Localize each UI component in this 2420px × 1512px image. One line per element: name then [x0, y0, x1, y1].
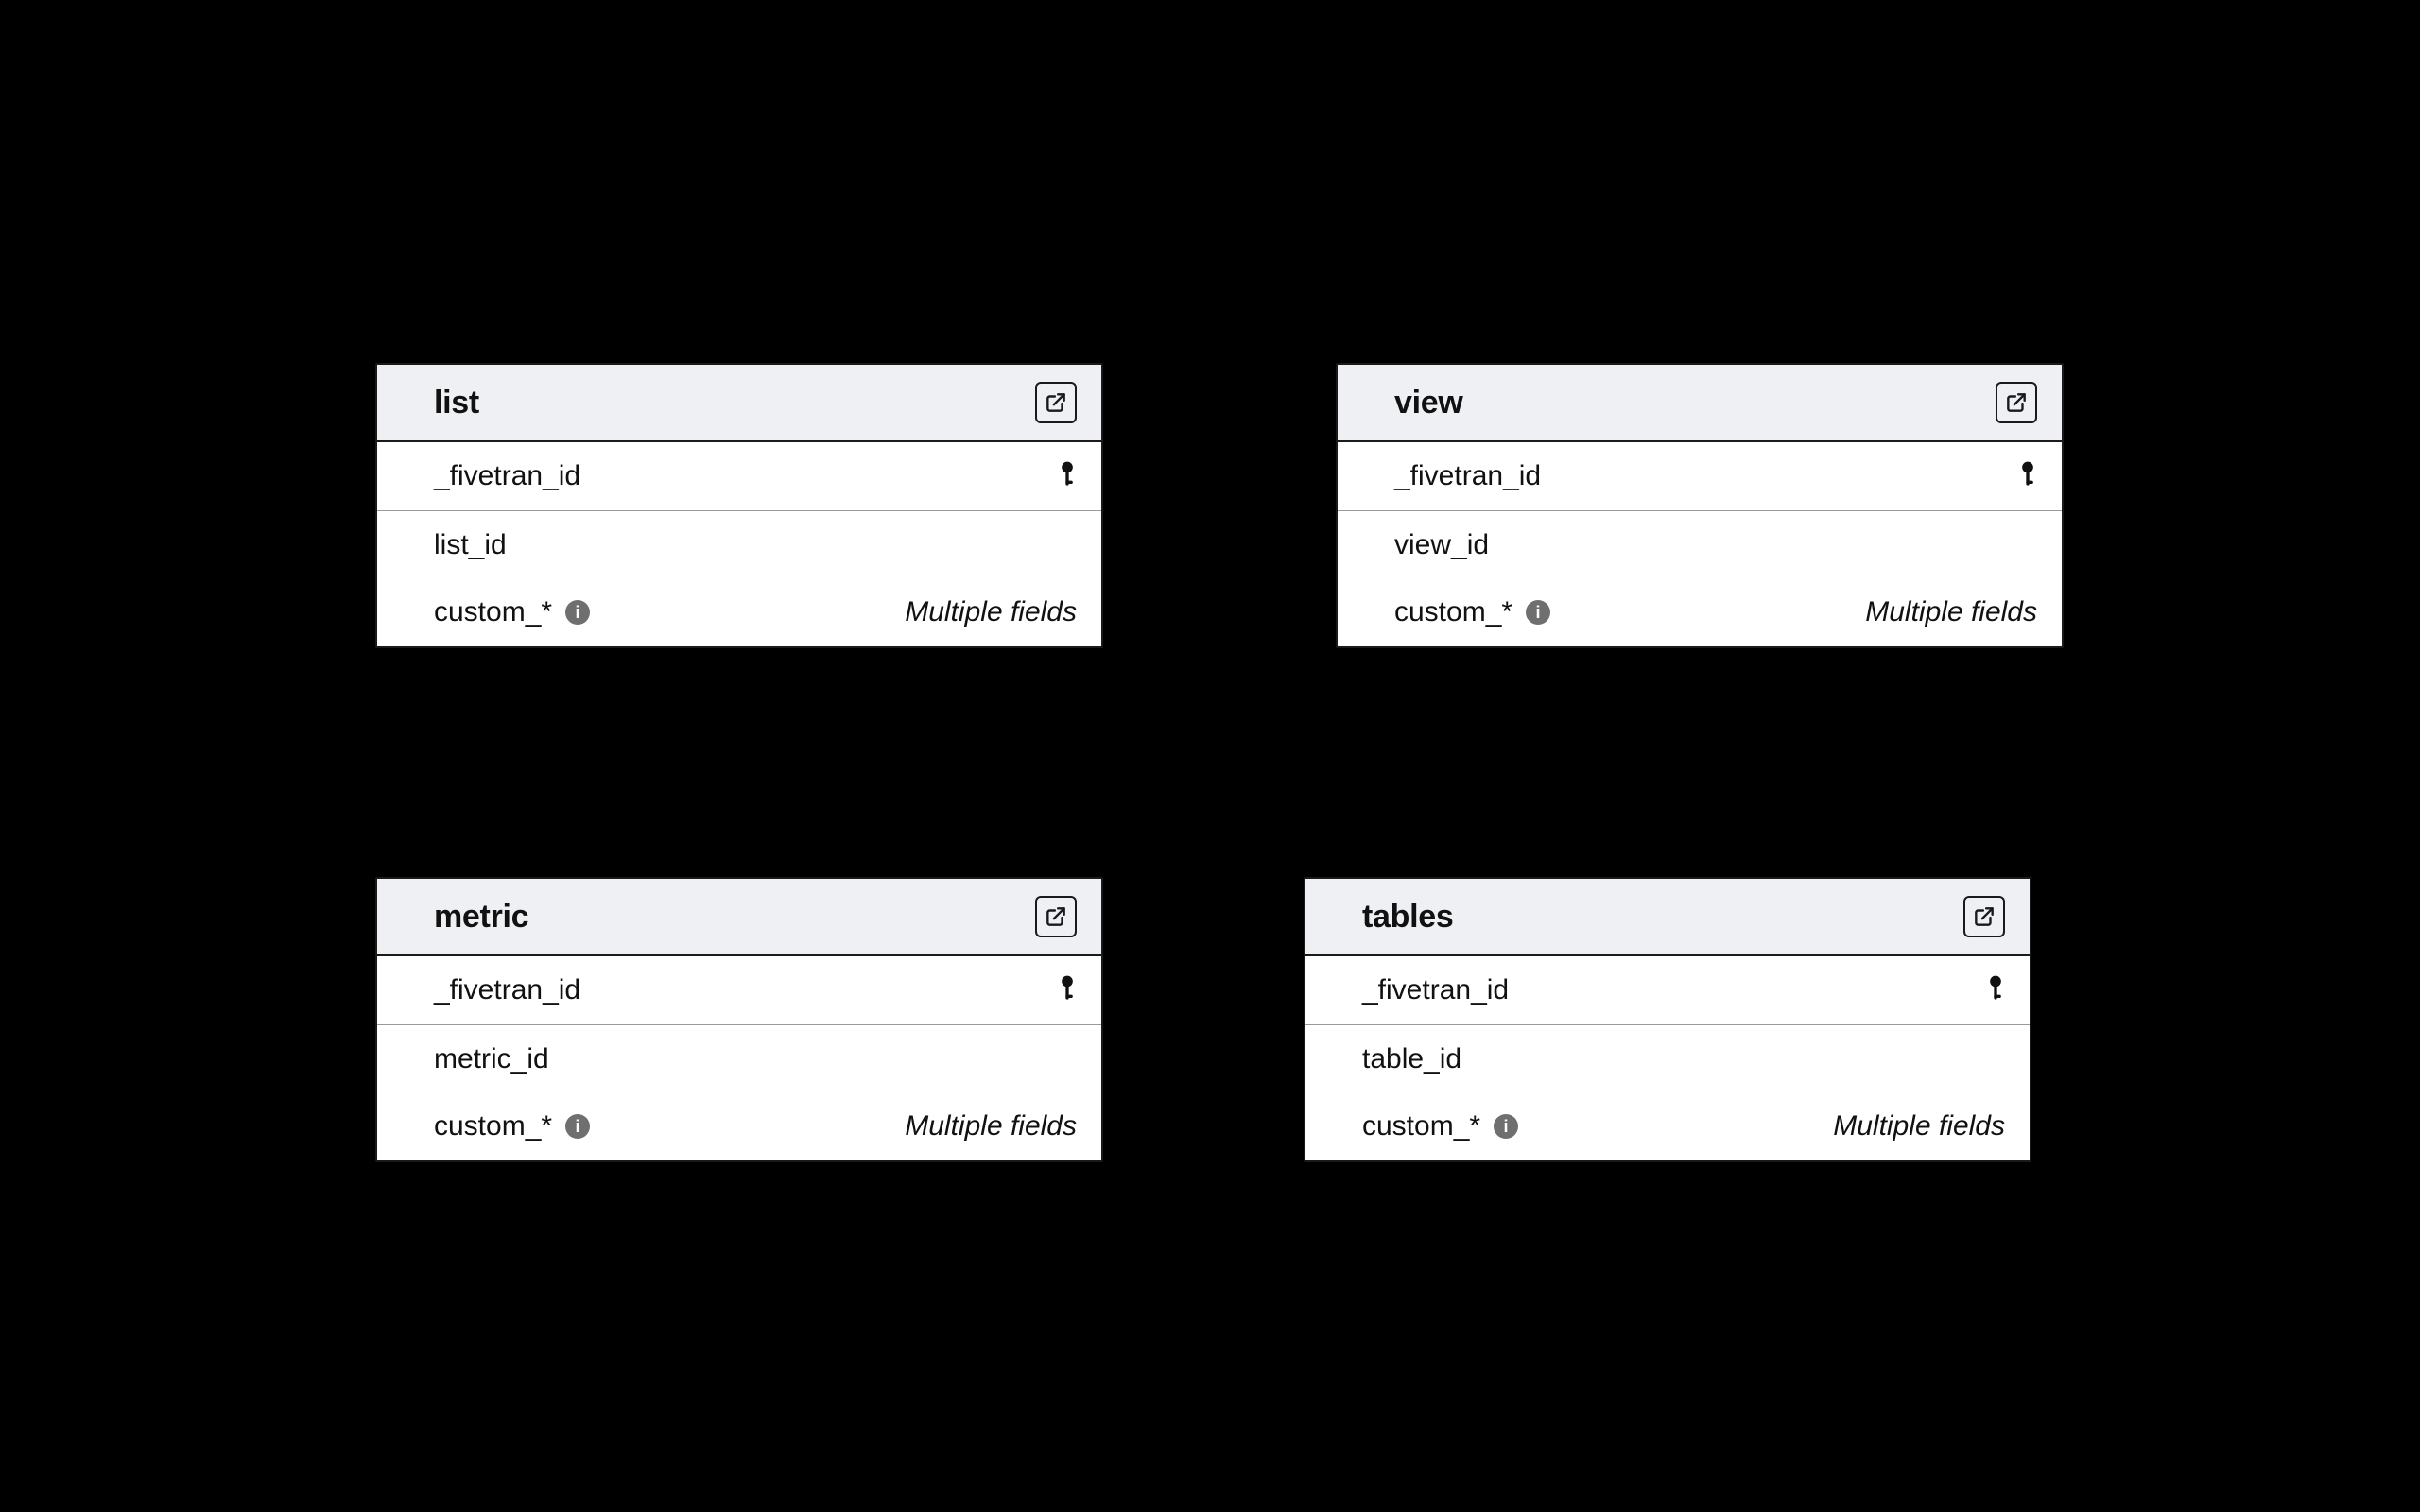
card-title: list — [434, 385, 479, 421]
multiple-fields-label: Multiple fields — [905, 596, 1077, 628]
field-name: custom_* — [1394, 596, 1512, 628]
field-row: custom_* i Multiple fields — [377, 578, 1101, 646]
field-name: _fivetran_id — [434, 460, 580, 492]
field-name: custom_* — [434, 1110, 552, 1143]
info-icon[interactable]: i — [565, 1114, 590, 1139]
field-name: _fivetran_id — [434, 974, 580, 1006]
field-row: custom_* i Multiple fields — [1305, 1092, 2030, 1160]
table-card-tables: tables _fivetran_id table_id custom_* i … — [1304, 877, 2031, 1162]
primary-key-icon — [1058, 459, 1077, 494]
field-row: custom_* i Multiple fields — [377, 1092, 1101, 1160]
card-header: list — [377, 365, 1101, 442]
field-name: custom_* — [1362, 1110, 1480, 1143]
info-icon[interactable]: i — [1526, 600, 1550, 625]
open-external-icon[interactable] — [1035, 382, 1077, 423]
field-row: metric_id — [377, 1024, 1101, 1092]
field-name: _fivetran_id — [1362, 974, 1509, 1006]
schema-canvas: list _fivetran_id list_id custom_* i Mul… — [0, 0, 2420, 1512]
field-row: list_id — [377, 510, 1101, 578]
info-icon[interactable]: i — [565, 600, 590, 625]
card-header: metric — [377, 879, 1101, 956]
field-row: table_id — [1305, 1024, 2030, 1092]
open-external-icon[interactable] — [1963, 896, 2005, 937]
field-name: metric_id — [434, 1043, 549, 1075]
field-name: list_id — [434, 529, 507, 561]
table-card-list: list _fivetran_id list_id custom_* i Mul… — [375, 363, 1103, 648]
primary-key-icon — [2018, 459, 2037, 494]
multiple-fields-label: Multiple fields — [1833, 1110, 2005, 1143]
card-header: tables — [1305, 879, 2030, 956]
card-title: tables — [1362, 899, 1453, 936]
primary-key-icon — [1986, 973, 2005, 1008]
primary-key-icon — [1058, 973, 1077, 1008]
info-icon[interactable]: i — [1494, 1114, 1518, 1139]
table-card-metric: metric _fivetran_id metric_id custom_* i… — [375, 877, 1103, 1162]
table-card-view: view _fivetran_id view_id custom_* i Mul… — [1336, 363, 2064, 648]
field-name: view_id — [1394, 529, 1489, 561]
field-row: view_id — [1338, 510, 2062, 578]
field-row: _fivetran_id — [1305, 956, 2030, 1024]
card-header: view — [1338, 365, 2062, 442]
open-external-icon[interactable] — [1996, 382, 2037, 423]
field-row: _fivetran_id — [377, 442, 1101, 510]
field-row: _fivetran_id — [377, 956, 1101, 1024]
field-row: _fivetran_id — [1338, 442, 2062, 510]
multiple-fields-label: Multiple fields — [1865, 596, 2037, 628]
open-external-icon[interactable] — [1035, 896, 1077, 937]
field-name: _fivetran_id — [1394, 460, 1541, 492]
field-name: table_id — [1362, 1043, 1461, 1075]
field-row: custom_* i Multiple fields — [1338, 578, 2062, 646]
multiple-fields-label: Multiple fields — [905, 1110, 1077, 1143]
card-title: view — [1394, 385, 1463, 421]
card-title: metric — [434, 899, 528, 936]
field-name: custom_* — [434, 596, 552, 628]
